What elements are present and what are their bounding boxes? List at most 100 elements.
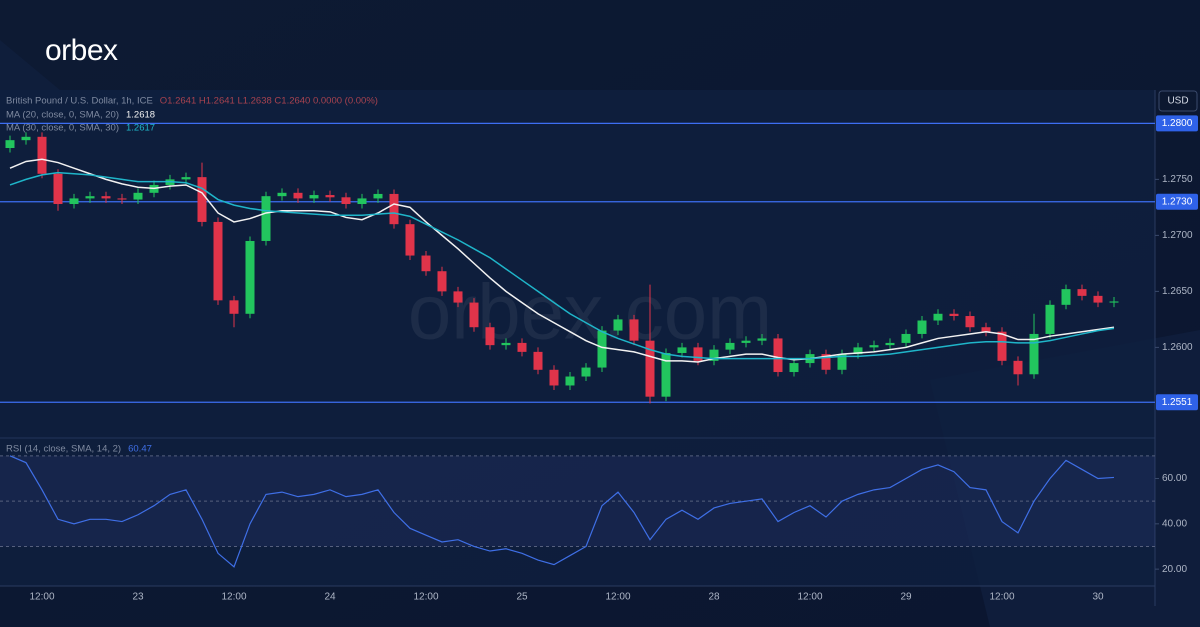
candle-body <box>997 331 1007 361</box>
candle-body <box>677 347 687 353</box>
y-tick-label: 1.2600 <box>1162 342 1193 353</box>
candle-body <box>229 300 239 314</box>
y-tick-label: 1.2750 <box>1162 174 1193 185</box>
candle-body <box>853 347 863 355</box>
x-tick-label: 23 <box>132 592 144 603</box>
y-tick-label: 1.2700 <box>1162 230 1193 241</box>
legend-text: 1.2617 <box>126 123 155 134</box>
candle-body <box>869 345 879 348</box>
candle-body <box>597 330 607 368</box>
legend-text: MA (30, close, 0, SMA, 30) <box>6 123 119 134</box>
candle-body <box>485 327 495 346</box>
candle-body <box>373 193 383 199</box>
candle-body <box>197 177 207 222</box>
candle-body <box>661 352 671 397</box>
candle-body <box>549 369 559 386</box>
candle-body <box>1077 289 1087 296</box>
candle-body <box>693 347 703 361</box>
candle-body <box>837 354 847 370</box>
y-tick-label: 20.00 <box>1162 564 1187 575</box>
y-tick-label: 40.00 <box>1162 518 1187 529</box>
legend-text: MA (20, close, 0, SMA, 20) <box>6 110 119 121</box>
moving-average-line <box>9 171 1115 360</box>
x-tick-label: 12:00 <box>989 592 1014 603</box>
candle-body <box>773 338 783 373</box>
candle-body <box>37 136 47 174</box>
candle-body <box>453 291 463 303</box>
candle-body <box>69 198 79 205</box>
candle-body <box>213 221 223 301</box>
x-tick-label: 24 <box>324 592 336 603</box>
moving-average-line <box>9 158 1115 363</box>
candle-body <box>85 196 95 199</box>
candle-body <box>709 349 719 361</box>
candle-body <box>421 255 431 272</box>
currency: USD <box>1167 96 1188 107</box>
candle-body <box>565 376 575 386</box>
logo: orbex <box>45 34 118 67</box>
x-tick-label: 12:00 <box>221 592 246 603</box>
candle-body <box>1029 333 1039 375</box>
candle-body <box>981 327 991 332</box>
rsi-line <box>9 455 1115 568</box>
x-tick-label: 12:00 <box>797 592 822 603</box>
level-label: 1.2800 <box>1162 118 1193 129</box>
candle-body <box>629 319 639 341</box>
legend-text: RSI (14, close, SMA, 14, 2) <box>6 444 121 455</box>
candle-body <box>581 367 591 377</box>
legend-text: British Pound / U.S. Dollar, 1h, ICE <box>6 96 153 107</box>
candle-body <box>645 340 655 397</box>
candle-body <box>885 342 895 346</box>
candle-body <box>1093 295 1103 303</box>
x-tick-label: 12:00 <box>605 592 630 603</box>
candle-body <box>1013 360 1023 375</box>
legend-text: 1.2618 <box>126 110 155 121</box>
y-tick-label: 1.2650 <box>1162 286 1193 297</box>
candle-body <box>1109 301 1119 303</box>
candle-body <box>389 193 399 225</box>
candle-body <box>309 195 319 199</box>
candle-body <box>613 319 623 331</box>
candle-body <box>917 320 927 334</box>
candle-body <box>357 198 367 205</box>
candle-body <box>757 338 767 341</box>
candle-body <box>341 197 351 205</box>
candle-body <box>725 342 735 350</box>
candle-body <box>293 192 303 199</box>
candle-body <box>965 316 975 328</box>
candle-body <box>789 363 799 373</box>
candle-body <box>245 240 255 314</box>
watermark: orbex.com <box>408 268 772 356</box>
candle-body <box>181 177 191 180</box>
candle-body <box>117 198 127 200</box>
level-label: 1.2730 <box>1162 196 1193 207</box>
candle-body <box>949 313 959 317</box>
candle-body <box>469 302 479 328</box>
candle-body <box>933 313 943 321</box>
x-tick-label: 12:00 <box>29 592 54 603</box>
level-label-box <box>1156 394 1198 411</box>
candle-body <box>5 140 15 149</box>
plot-area <box>0 90 1155 586</box>
x-tick-label: 25 <box>516 592 528 603</box>
level-label: 1.2551 <box>1162 397 1193 408</box>
candle-body <box>501 342 511 346</box>
x-tick-label: 12:00 <box>413 592 438 603</box>
legend-text: O1.2641 H1.2641 L1.2638 C1.2640 0.0000 (… <box>160 96 378 107</box>
chart: 1.2750 1.2700 1.2650 1.2600 1.2800 1.2730 1.25… <box>0 90 1198 603</box>
y-tick-label: 60.00 <box>1162 473 1187 484</box>
candle-body <box>101 196 111 199</box>
candle-body <box>741 340 751 343</box>
x-tick-label: 28 <box>708 592 720 603</box>
candle-body <box>53 173 63 205</box>
currency-box <box>1158 90 1198 112</box>
candle-body <box>821 354 831 370</box>
candle-body <box>405 224 415 256</box>
candle-body <box>1045 304 1055 334</box>
candle-body <box>437 271 447 292</box>
x-tick-label: 29 <box>900 592 912 603</box>
candle-body <box>21 136 31 141</box>
legend-text: 60.47 <box>128 444 152 455</box>
candle-body <box>517 342 527 352</box>
